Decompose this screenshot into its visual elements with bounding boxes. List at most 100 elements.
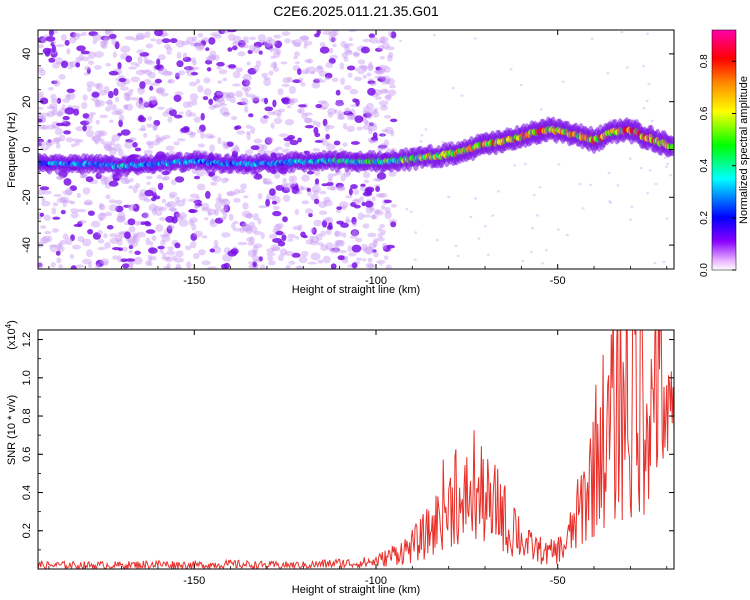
noise-speckle xyxy=(377,45,385,51)
noise-speckle xyxy=(138,116,147,123)
noise-speckle xyxy=(263,178,272,185)
noise-speckle xyxy=(100,179,108,185)
noise-speckle xyxy=(339,62,345,70)
noise-speckle xyxy=(287,238,294,242)
spectrogram-marks xyxy=(38,30,674,269)
noise-speckle xyxy=(646,192,650,195)
noise-speckle xyxy=(189,131,197,136)
noise-speckle xyxy=(377,227,383,232)
noise-speckle xyxy=(42,235,50,244)
noise-speckle xyxy=(368,108,378,115)
noise-speckle xyxy=(86,67,91,75)
noise-speckle xyxy=(62,233,69,240)
noise-speckle xyxy=(117,238,123,246)
noise-speckle xyxy=(64,39,70,46)
noise-speckle xyxy=(342,142,348,148)
noise-speckle xyxy=(175,200,186,207)
noise-speckle xyxy=(181,198,187,202)
noise-speckle xyxy=(57,110,62,116)
noise-speckle xyxy=(313,78,321,84)
noise-speckle xyxy=(368,61,373,70)
noise-speckle xyxy=(272,99,277,108)
noise-speckle xyxy=(325,133,330,140)
noise-speckle xyxy=(208,135,216,139)
noise-speckle xyxy=(58,245,65,253)
noise-speckle xyxy=(166,250,176,256)
noise-speckle xyxy=(384,126,394,134)
noise-speckle xyxy=(39,186,50,191)
noise-speckle xyxy=(336,206,343,211)
noise-speckle xyxy=(88,262,93,269)
noise-speckle xyxy=(243,195,249,199)
noise-speckle xyxy=(62,115,70,121)
noise-speckle xyxy=(220,216,226,221)
noise-speckle xyxy=(245,81,252,86)
noise-speckle xyxy=(381,68,387,73)
noise-speckle xyxy=(220,199,231,207)
noise-speckle xyxy=(215,197,222,203)
noise-speckle xyxy=(91,97,99,102)
noise-speckle xyxy=(48,86,54,91)
noise-speckle xyxy=(47,139,52,143)
noise-speckle xyxy=(207,266,218,269)
noise-speckle xyxy=(334,242,344,246)
noise-speckle xyxy=(63,178,72,186)
noise-speckle xyxy=(157,245,165,250)
noise-speckle xyxy=(132,185,138,194)
noise-speckle xyxy=(263,76,271,81)
noise-speckle xyxy=(147,116,152,121)
noise-speckle xyxy=(313,126,319,135)
noise-speckle xyxy=(287,104,291,109)
noise-speckle xyxy=(379,133,386,137)
noise-speckle xyxy=(331,77,339,82)
noise-speckle xyxy=(255,60,262,67)
noise-speckle xyxy=(226,92,234,98)
noise-speckle xyxy=(280,248,288,256)
snr-frame xyxy=(37,329,675,570)
noise-speckle xyxy=(169,191,178,197)
noise-speckle xyxy=(52,107,58,112)
noise-speckle xyxy=(274,40,283,49)
noise-speckle xyxy=(376,260,386,264)
noise-speckle xyxy=(320,138,328,142)
noise-speckle xyxy=(49,103,58,109)
noise-speckle xyxy=(212,175,222,183)
noise-speckle xyxy=(75,56,81,64)
noise-speckle xyxy=(325,242,334,250)
noise-speckle xyxy=(297,137,302,143)
noise-speckle xyxy=(474,197,477,200)
noise-speckle xyxy=(322,141,331,146)
noise-speckle xyxy=(113,143,122,152)
noise-speckle xyxy=(274,172,281,179)
noise-speckle xyxy=(378,100,389,106)
noise-speckle xyxy=(249,236,256,244)
noise-speckle xyxy=(363,106,370,113)
noise-speckle xyxy=(247,49,253,55)
noise-speckle xyxy=(158,206,167,212)
noise-speckle xyxy=(378,64,388,70)
noise-speckle xyxy=(371,196,376,202)
noise-speckle xyxy=(197,32,204,38)
noise-speckle xyxy=(314,198,320,205)
noise-speckle xyxy=(63,130,71,135)
noise-speckle xyxy=(273,205,280,210)
noise-speckle xyxy=(83,201,93,205)
noise-speckle xyxy=(102,176,110,180)
noise-speckle xyxy=(54,137,60,145)
noise-speckle xyxy=(376,40,384,44)
noise-speckle xyxy=(221,208,226,215)
noise-speckle xyxy=(323,199,333,207)
noise-speckle xyxy=(247,68,257,75)
noise-speckle xyxy=(249,44,256,52)
noise-speckle xyxy=(353,188,360,195)
noise-speckle xyxy=(319,42,326,47)
noise-speckle xyxy=(46,124,57,130)
noise-speckle xyxy=(264,106,274,112)
noise-speckle xyxy=(59,239,68,245)
noise-speckle xyxy=(332,173,338,177)
noise-speckle xyxy=(323,196,331,203)
noise-speckle xyxy=(336,186,345,191)
noise-speckle xyxy=(282,178,287,184)
noise-speckle xyxy=(105,211,112,217)
snr-x-label: Height of straight line (km) xyxy=(292,584,420,596)
